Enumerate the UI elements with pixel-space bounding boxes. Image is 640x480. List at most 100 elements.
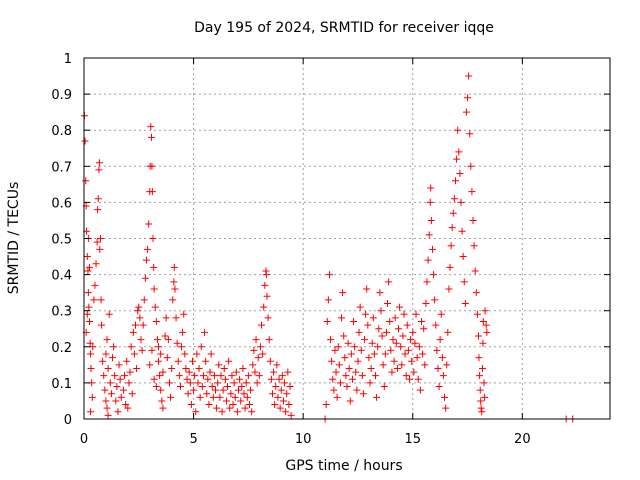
data-point [137,336,145,344]
data-point [248,408,256,416]
data-point [353,386,361,394]
data-point [272,383,280,391]
data-point [456,170,464,178]
data-point [245,401,253,409]
data-point [171,285,179,293]
data-point [373,393,381,401]
data-point [139,321,147,329]
data-point [361,336,369,344]
data-point [341,354,349,362]
data-point [254,354,262,362]
data-point [472,289,480,297]
data-point [150,375,158,383]
data-point [258,321,266,329]
data-point [260,303,268,311]
data-point [82,177,90,185]
data-point [471,267,479,275]
data-point [370,350,378,358]
data-point [399,332,407,340]
data-point [378,332,386,340]
data-point [180,310,188,318]
data-point [94,195,102,203]
data-point [478,364,486,372]
data-point [84,289,92,297]
data-point [86,339,94,347]
data-point [92,260,100,268]
data-point [413,354,421,362]
data-point [391,314,399,322]
data-point [412,310,420,318]
data-point [176,383,184,391]
data-point [356,303,364,311]
data-point [477,397,485,405]
data-point [87,408,95,416]
data-point [409,328,417,336]
data-point [111,372,119,380]
data-point [239,364,247,372]
data-point [455,148,463,156]
data-point [392,339,400,347]
data-point [188,357,196,365]
data-point [119,386,127,394]
data-point [117,393,125,401]
data-point [414,375,422,383]
data-point [91,281,99,289]
data-point [173,339,181,347]
data-point [85,303,93,311]
data-point [194,379,202,387]
data-point [261,281,269,289]
data-point [132,321,140,329]
data-point [172,314,180,322]
data-point [224,383,232,391]
data-point [267,375,275,383]
data-point [87,364,95,372]
data-point [439,372,447,380]
data-point [147,123,155,131]
data-point [163,354,171,362]
data-point [366,379,374,387]
data-point [395,325,403,333]
data-point [423,278,431,286]
data-point [104,364,112,372]
data-point [106,379,114,387]
data-point [390,357,398,365]
data-point [396,303,404,311]
data-point [203,390,211,398]
data-point [152,318,160,326]
data-point [369,314,377,322]
data-point [142,256,150,264]
data-point [146,361,154,369]
data-point [327,336,335,344]
data-point [343,383,351,391]
data-point [219,386,227,394]
data-point [446,263,454,271]
data-point [333,393,341,401]
data-point [377,307,385,315]
data-point [244,372,252,380]
data-point [196,393,204,401]
data-point [339,289,347,297]
data-point [426,198,434,206]
data-point [418,318,426,326]
data-point [228,372,236,380]
y-tick-label: 0.4 [51,269,72,284]
data-point [145,220,153,228]
data-point [123,357,131,365]
data-point [447,242,455,250]
data-point [345,364,353,372]
data-point [216,393,224,401]
data-point [129,328,137,336]
data-point [168,364,176,372]
data-point [214,379,222,387]
y-tick-label: 0.3 [51,305,72,320]
data-point [476,386,484,394]
data-point [104,411,112,419]
data-point [402,372,410,380]
data-point [404,346,412,354]
data-point [469,216,477,224]
data-point [114,408,122,416]
y-tick-label: 0.6 [51,196,72,211]
data-point [193,350,201,358]
data-point [363,285,371,293]
data-point [187,401,195,409]
